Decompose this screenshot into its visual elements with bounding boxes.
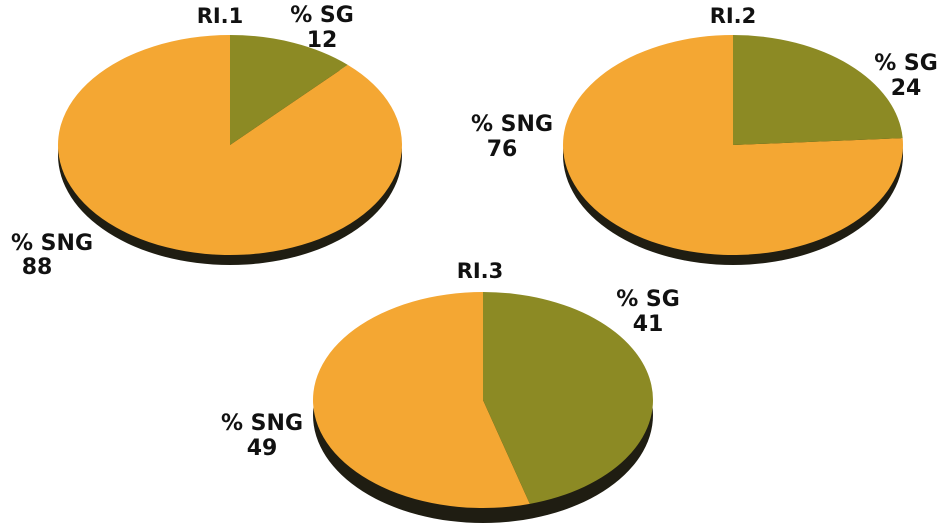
pie-1-slice-sg: [230, 35, 348, 145]
pie-chart-1: RI.1 % SG 12 % SNG 88: [11, 3, 402, 280]
pie-3-slice-sg: [483, 292, 653, 504]
pie-3-sng-value: 49: [247, 436, 278, 461]
pie-1-title: RI.1: [197, 4, 244, 28]
pie-2-sg-value: 24: [891, 76, 922, 101]
pie-3-slice-sng: [312, 292, 530, 508]
pie-1-sg-name: % SG: [290, 3, 354, 28]
pie-1-sng-value: 88: [22, 255, 53, 280]
pie-3-title: RI.3: [457, 259, 504, 283]
pie-2-sng-value: 76: [487, 137, 518, 162]
pie-2-sg-name: % SG: [874, 51, 938, 76]
pie-1-sg-value: 12: [307, 28, 338, 53]
pie-2-title: RI.2: [710, 4, 757, 28]
pie-1-sng-name: % SNG: [11, 231, 93, 256]
pie-3-sng-name: % SNG: [221, 411, 303, 436]
pie-chart-3: RI.3 % SG 41 % SNG 49: [221, 259, 680, 523]
pie-chart-2: RI.2 % SG 24 % SNG 76: [471, 4, 938, 265]
pie-3-sg-value: 41: [633, 312, 664, 337]
pie-3-sg-name: % SG: [616, 287, 680, 312]
pie-2-slice-sg: [733, 35, 903, 145]
pie-2-sng-name: % SNG: [471, 112, 553, 137]
